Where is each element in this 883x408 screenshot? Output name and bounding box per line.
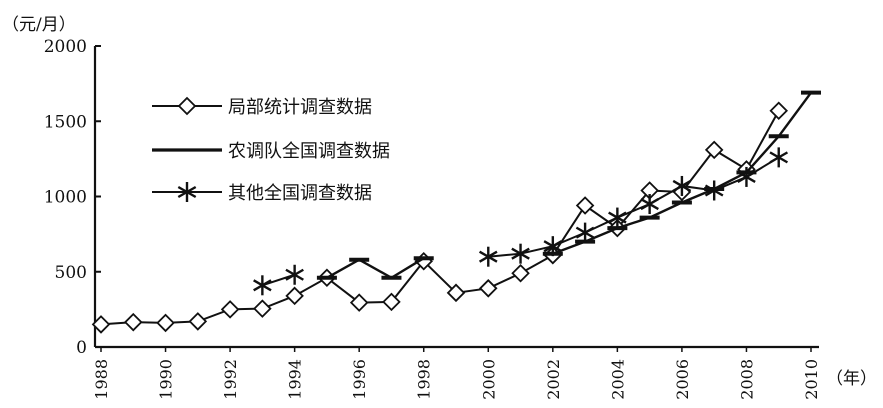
point-star-stroke [769, 151, 789, 164]
y-tick-label: 2000 [44, 37, 87, 57]
y-tick-label: 1500 [44, 112, 87, 132]
y-tick-label: 500 [55, 263, 87, 283]
y-tick-label: 1000 [44, 188, 87, 208]
data-point [123, 312, 143, 332]
data-point [511, 243, 530, 264]
legend-diamond-icon [177, 96, 197, 116]
point-star-stroke [608, 211, 627, 224]
x-axis-ticks: 1988 1990 1992 1994 1996 1998 2000 2002 2004 2006… [92, 347, 821, 400]
x-tick-label: 1990 [157, 359, 176, 400]
point-star-stroke [737, 170, 756, 183]
legend-label: 其他全国调查数据 [228, 183, 372, 204]
legend-star-icon [177, 182, 197, 202]
point-star-stroke [177, 185, 197, 199]
axes [93, 46, 819, 349]
data-point [704, 180, 724, 201]
point-star-stroke [543, 240, 563, 253]
x-tick-label: 1988 [92, 359, 111, 400]
x-tick-label: 2004 [608, 359, 627, 400]
point-star-stroke [704, 184, 724, 197]
data-point [672, 175, 692, 196]
y-tick-label: 0 [76, 338, 87, 358]
series-layer [91, 90, 821, 334]
point-star-stroke [285, 268, 304, 281]
y-axis-unit-label: （元/月） [2, 15, 76, 35]
series-line [488, 156, 780, 258]
legend-item-2: 农调队全国调查数据 [152, 141, 390, 162]
point-star-stroke [478, 250, 498, 263]
legend-item-3: 其他全国调查数据 [152, 182, 372, 204]
data-point [91, 315, 111, 334]
data-point [253, 275, 272, 296]
data-point [769, 101, 789, 120]
point-star-stroke [575, 226, 595, 239]
data-point [608, 207, 627, 228]
x-tick-label: 2008 [737, 359, 756, 400]
data-point [704, 140, 724, 160]
series-line [326, 257, 425, 280]
series-2 [316, 90, 821, 280]
series-line [100, 110, 780, 326]
data-point [349, 293, 369, 312]
data-point [575, 196, 595, 215]
data-point [737, 166, 756, 187]
legend-label: 农调队全国调查数据 [228, 141, 390, 162]
data-point [511, 263, 530, 283]
x-tick-label: 2000 [479, 359, 498, 400]
data-point [220, 300, 240, 319]
x-tick-label: 1992 [221, 359, 240, 400]
data-point [285, 264, 304, 285]
y-axis-ticks: 0 500 1000 1500 2000 [44, 37, 101, 358]
data-point [543, 236, 563, 257]
data-point [575, 222, 595, 243]
x-tick-label: 1996 [350, 359, 369, 400]
point-star-stroke [253, 279, 272, 292]
legend-label: 局部统计调查数据 [228, 97, 372, 118]
point-star-stroke [672, 179, 692, 193]
x-tick-label: 2006 [673, 359, 692, 400]
data-point [446, 283, 466, 303]
x-tick-label: 2002 [544, 359, 563, 400]
x-axis-unit-label: （年） [826, 369, 877, 389]
data-point [478, 246, 498, 267]
x-tick-label: 1998 [415, 359, 434, 400]
data-point [188, 312, 208, 331]
data-point [382, 292, 401, 312]
point-star-stroke [640, 197, 659, 211]
data-point [769, 147, 789, 168]
data-point [156, 313, 175, 333]
data-point [253, 299, 272, 318]
series-1 [91, 101, 789, 334]
series-3 [253, 147, 789, 296]
legend-item-1: 局部统计调查数据 [152, 96, 372, 118]
data-point [285, 286, 304, 306]
x-tick-label: 1994 [286, 359, 305, 400]
x-tick-label: 2010 [802, 359, 821, 400]
data-point [478, 279, 498, 298]
point-star-stroke [511, 247, 530, 260]
data-point [640, 194, 659, 215]
